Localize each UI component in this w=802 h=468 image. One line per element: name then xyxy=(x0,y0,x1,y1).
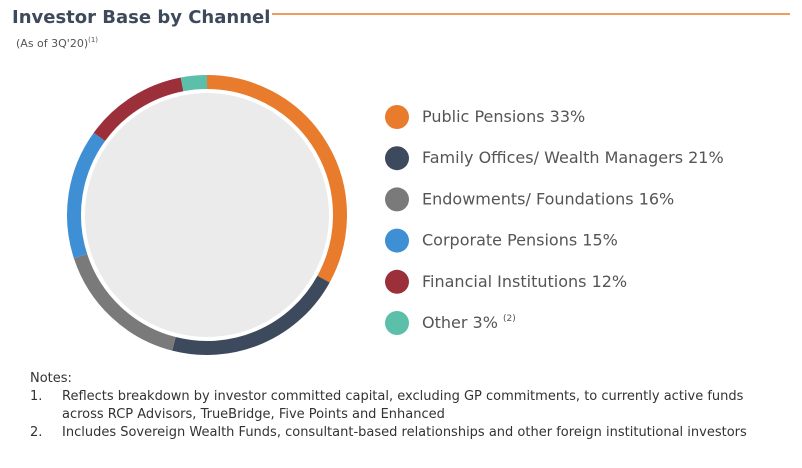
subtitle: (As of 3Q'20)(1) xyxy=(16,36,98,50)
legend-label: Family Offices/ Wealth Managers 21% xyxy=(422,148,724,167)
legend-value: 12% xyxy=(592,271,628,290)
donut-center xyxy=(85,93,329,337)
note-marker: 2. xyxy=(30,425,43,440)
legend-label: Financial Institutions 12% xyxy=(422,271,627,290)
legend-note: (2) xyxy=(503,314,516,324)
chart: Investor Base by Channel (As of 3Q'20)(1… xyxy=(12,7,790,355)
donut-segment xyxy=(73,253,176,351)
subtitle-text: (As of 3Q'20) xyxy=(16,37,88,50)
legend-value: 15% xyxy=(582,230,618,249)
subtitle-note: (1) xyxy=(88,36,98,44)
legend-name: Endowments/ Foundations xyxy=(422,189,634,208)
note-item: 2. Includes Sovereign Wealth Funds, consu… xyxy=(30,424,780,442)
chart-title: Investor Base by Channel xyxy=(12,7,270,28)
legend-value: 3% xyxy=(473,313,498,332)
legend-label: Other 3% (2) xyxy=(422,313,516,332)
legend-swatch xyxy=(385,105,409,129)
legend-label: Public Pensions 33% xyxy=(422,107,585,126)
legend-swatch xyxy=(385,269,409,294)
note-text: Includes Sovereign Wealth Funds, consult… xyxy=(62,425,747,440)
donut-segment xyxy=(172,275,330,355)
legend-name: Family Offices/ Wealth Managers xyxy=(422,148,683,167)
legend-value: 21% xyxy=(688,148,724,167)
notes: Notes: 1. Reflects breakdown by investor … xyxy=(30,370,780,442)
legend-swatch xyxy=(385,146,409,171)
note-item: 1. Reflects breakdown by investor committ… xyxy=(30,388,780,424)
notes-heading: Notes: xyxy=(30,371,72,386)
donut-segment xyxy=(180,75,208,92)
donut-segment xyxy=(206,75,347,283)
legend-label: Corporate Pensions 15% xyxy=(422,230,618,249)
note-marker: 1. xyxy=(30,389,43,404)
legend-swatch xyxy=(385,311,409,335)
legend-name: Public Pensions xyxy=(422,107,545,126)
donut-segment xyxy=(67,132,106,259)
legend-value: 16% xyxy=(639,189,675,208)
legend-swatch xyxy=(385,187,409,212)
note-text: Reflects breakdown by investor committed… xyxy=(62,389,744,422)
legend-name: Corporate Pensions xyxy=(422,230,577,249)
donut-segment xyxy=(93,77,184,142)
legend-name: Other xyxy=(422,313,468,332)
legend-label: Endowments/ Foundations 16% xyxy=(422,189,674,208)
legend-name: Financial Institutions xyxy=(422,271,586,290)
legend-swatch xyxy=(385,228,409,253)
legend-value: 33% xyxy=(550,107,586,126)
